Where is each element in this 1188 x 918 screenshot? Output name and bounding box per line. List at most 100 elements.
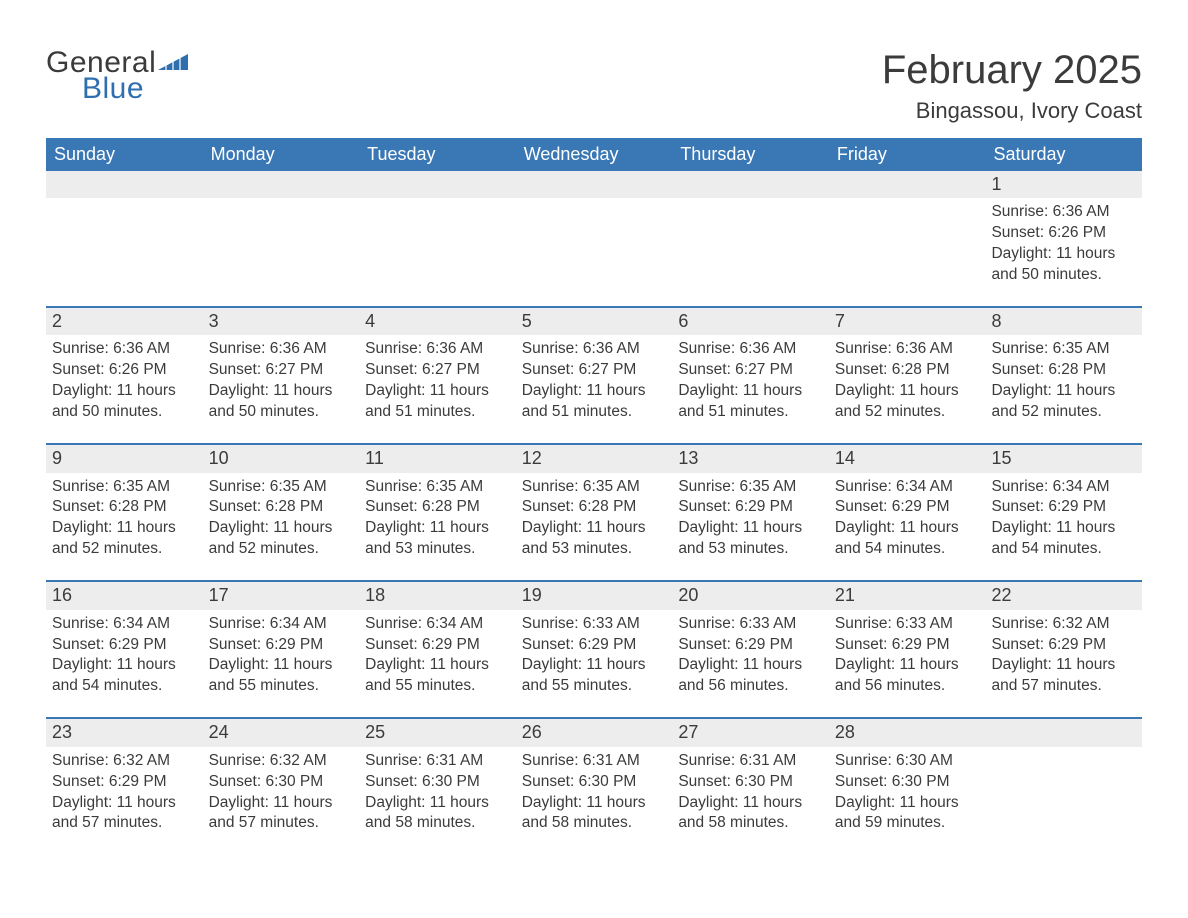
daylight-text: Daylight: 11 hours and 56 minutes. (678, 655, 823, 697)
day-cell: 19Sunrise: 6:33 AMSunset: 6:29 PMDayligh… (516, 582, 673, 701)
sunrise-text: Sunrise: 6:36 AM (522, 339, 667, 360)
day-number: 25 (359, 719, 516, 746)
sunset-text: Sunset: 6:29 PM (522, 635, 667, 656)
daylight-text: Daylight: 11 hours and 50 minutes. (52, 381, 197, 423)
day-number: 9 (46, 445, 203, 472)
daylight-text: Daylight: 11 hours and 57 minutes. (991, 655, 1136, 697)
day-body: Sunrise: 6:34 AMSunset: 6:29 PMDaylight:… (359, 610, 516, 702)
sunrise-text: Sunrise: 6:31 AM (365, 751, 510, 772)
day-cell: 28Sunrise: 6:30 AMSunset: 6:30 PMDayligh… (829, 719, 986, 838)
day-cell: 9Sunrise: 6:35 AMSunset: 6:28 PMDaylight… (46, 445, 203, 564)
sunset-text: Sunset: 6:30 PM (835, 772, 980, 793)
sunset-text: Sunset: 6:29 PM (52, 635, 197, 656)
day-number: 5 (516, 308, 673, 335)
daylight-text: Daylight: 11 hours and 52 minutes. (52, 518, 197, 560)
day-body: Sunrise: 6:34 AMSunset: 6:29 PMDaylight:… (203, 610, 360, 702)
sunrise-text: Sunrise: 6:31 AM (522, 751, 667, 772)
day-cell: 27Sunrise: 6:31 AMSunset: 6:30 PMDayligh… (672, 719, 829, 838)
week-row: 2Sunrise: 6:36 AMSunset: 6:26 PMDaylight… (46, 306, 1142, 427)
sunrise-text: Sunrise: 6:34 AM (365, 614, 510, 635)
day-cell: 15Sunrise: 6:34 AMSunset: 6:29 PMDayligh… (985, 445, 1142, 564)
day-cell (672, 171, 829, 290)
day-cell: 24Sunrise: 6:32 AMSunset: 6:30 PMDayligh… (203, 719, 360, 838)
day-body: Sunrise: 6:35 AMSunset: 6:28 PMDaylight:… (203, 473, 360, 565)
daylight-text: Daylight: 11 hours and 57 minutes. (209, 793, 354, 835)
day-body: Sunrise: 6:33 AMSunset: 6:29 PMDaylight:… (516, 610, 673, 702)
title-block: February 2025 Bingassou, Ivory Coast (882, 48, 1142, 124)
logo-text-bottom: Blue (82, 74, 188, 104)
day-cell: 10Sunrise: 6:35 AMSunset: 6:28 PMDayligh… (203, 445, 360, 564)
day-cell: 5Sunrise: 6:36 AMSunset: 6:27 PMDaylight… (516, 308, 673, 427)
day-body: Sunrise: 6:30 AMSunset: 6:30 PMDaylight:… (829, 747, 986, 839)
daylight-text: Daylight: 11 hours and 52 minutes. (209, 518, 354, 560)
sunset-text: Sunset: 6:26 PM (991, 223, 1136, 244)
day-number: 24 (203, 719, 360, 746)
weeks-container: 1Sunrise: 6:36 AMSunset: 6:26 PMDaylight… (46, 171, 1142, 838)
sunrise-text: Sunrise: 6:35 AM (991, 339, 1136, 360)
daylight-text: Daylight: 11 hours and 52 minutes. (835, 381, 980, 423)
day-number: 20 (672, 582, 829, 609)
day-number: 3 (203, 308, 360, 335)
day-body: Sunrise: 6:35 AMSunset: 6:28 PMDaylight:… (46, 473, 203, 565)
day-number: 13 (672, 445, 829, 472)
day-cell (985, 719, 1142, 838)
day-body: Sunrise: 6:32 AMSunset: 6:29 PMDaylight:… (46, 747, 203, 839)
daylight-text: Daylight: 11 hours and 52 minutes. (991, 381, 1136, 423)
day-body (985, 747, 1142, 755)
day-body: Sunrise: 6:34 AMSunset: 6:29 PMDaylight:… (829, 473, 986, 565)
day-body: Sunrise: 6:36 AMSunset: 6:28 PMDaylight:… (829, 335, 986, 427)
day-cell: 11Sunrise: 6:35 AMSunset: 6:28 PMDayligh… (359, 445, 516, 564)
day-body: Sunrise: 6:35 AMSunset: 6:28 PMDaylight:… (516, 473, 673, 565)
day-cell: 2Sunrise: 6:36 AMSunset: 6:26 PMDaylight… (46, 308, 203, 427)
daylight-text: Daylight: 11 hours and 54 minutes. (52, 655, 197, 697)
daylight-text: Daylight: 11 hours and 55 minutes. (209, 655, 354, 697)
day-number (985, 719, 1142, 746)
sunset-text: Sunset: 6:29 PM (678, 635, 823, 656)
day-cell: 23Sunrise: 6:32 AMSunset: 6:29 PMDayligh… (46, 719, 203, 838)
daylight-text: Daylight: 11 hours and 59 minutes. (835, 793, 980, 835)
day-number: 16 (46, 582, 203, 609)
day-cell: 18Sunrise: 6:34 AMSunset: 6:29 PMDayligh… (359, 582, 516, 701)
day-body: Sunrise: 6:33 AMSunset: 6:29 PMDaylight:… (829, 610, 986, 702)
day-number: 4 (359, 308, 516, 335)
day-cell: 16 Sunrise: 6:34 AMSunset: 6:29 PMDayligh… (46, 582, 203, 701)
weekday-header-cell: Saturday (985, 138, 1142, 171)
sunrise-text: Sunrise: 6:36 AM (678, 339, 823, 360)
sunset-text: Sunset: 6:30 PM (209, 772, 354, 793)
day-body: Sunrise: 6:36 AMSunset: 6:27 PMDaylight:… (516, 335, 673, 427)
day-cell (203, 171, 360, 290)
day-body (203, 198, 360, 206)
daylight-text: Daylight: 11 hours and 58 minutes. (365, 793, 510, 835)
sunset-text: Sunset: 6:29 PM (209, 635, 354, 656)
day-cell: 17Sunrise: 6:34 AMSunset: 6:29 PMDayligh… (203, 582, 360, 701)
daylight-text: Daylight: 11 hours and 51 minutes. (365, 381, 510, 423)
sunset-text: Sunset: 6:29 PM (835, 497, 980, 518)
day-cell (359, 171, 516, 290)
sunrise-text: Sunrise: 6:32 AM (52, 751, 197, 772)
day-body: Sunrise: 6:32 AMSunset: 6:30 PMDaylight:… (203, 747, 360, 839)
week-row: 16Sunrise: 6:34 AMSunset: 6:29 PMDayligh… (46, 580, 1142, 701)
sunrise-text: Sunrise: 6:33 AM (678, 614, 823, 635)
page: General Blue February 2025 Bingassou, Iv… (0, 0, 1188, 898)
daylight-text: Daylight: 11 hours and 56 minutes. (835, 655, 980, 697)
calendar: SundayMondayTuesdayWednesdayThursdayFrid… (46, 138, 1142, 838)
day-number: 27 (672, 719, 829, 746)
day-number (516, 171, 673, 198)
day-number: 19 (516, 582, 673, 609)
daylight-text: Daylight: 11 hours and 54 minutes. (835, 518, 980, 560)
day-number: 2 (46, 308, 203, 335)
day-body: Sunrise: 6:36 AMSunset: 6:27 PMDaylight:… (672, 335, 829, 427)
day-cell: 8Sunrise: 6:35 AMSunset: 6:28 PMDaylight… (985, 308, 1142, 427)
sunrise-text: Sunrise: 6:34 AM (209, 614, 354, 635)
sunset-text: Sunset: 6:28 PM (835, 360, 980, 381)
sunset-text: Sunset: 6:28 PM (209, 497, 354, 518)
day-number: 23 (46, 719, 203, 746)
day-number (359, 171, 516, 198)
sunset-text: Sunset: 6:27 PM (209, 360, 354, 381)
day-number: 6 (672, 308, 829, 335)
sunrise-text: Sunrise: 6:34 AM (52, 614, 197, 635)
weekday-header-cell: Tuesday (359, 138, 516, 171)
sunset-text: Sunset: 6:28 PM (991, 360, 1136, 381)
day-body (672, 198, 829, 206)
month-title: February 2025 (882, 48, 1142, 92)
